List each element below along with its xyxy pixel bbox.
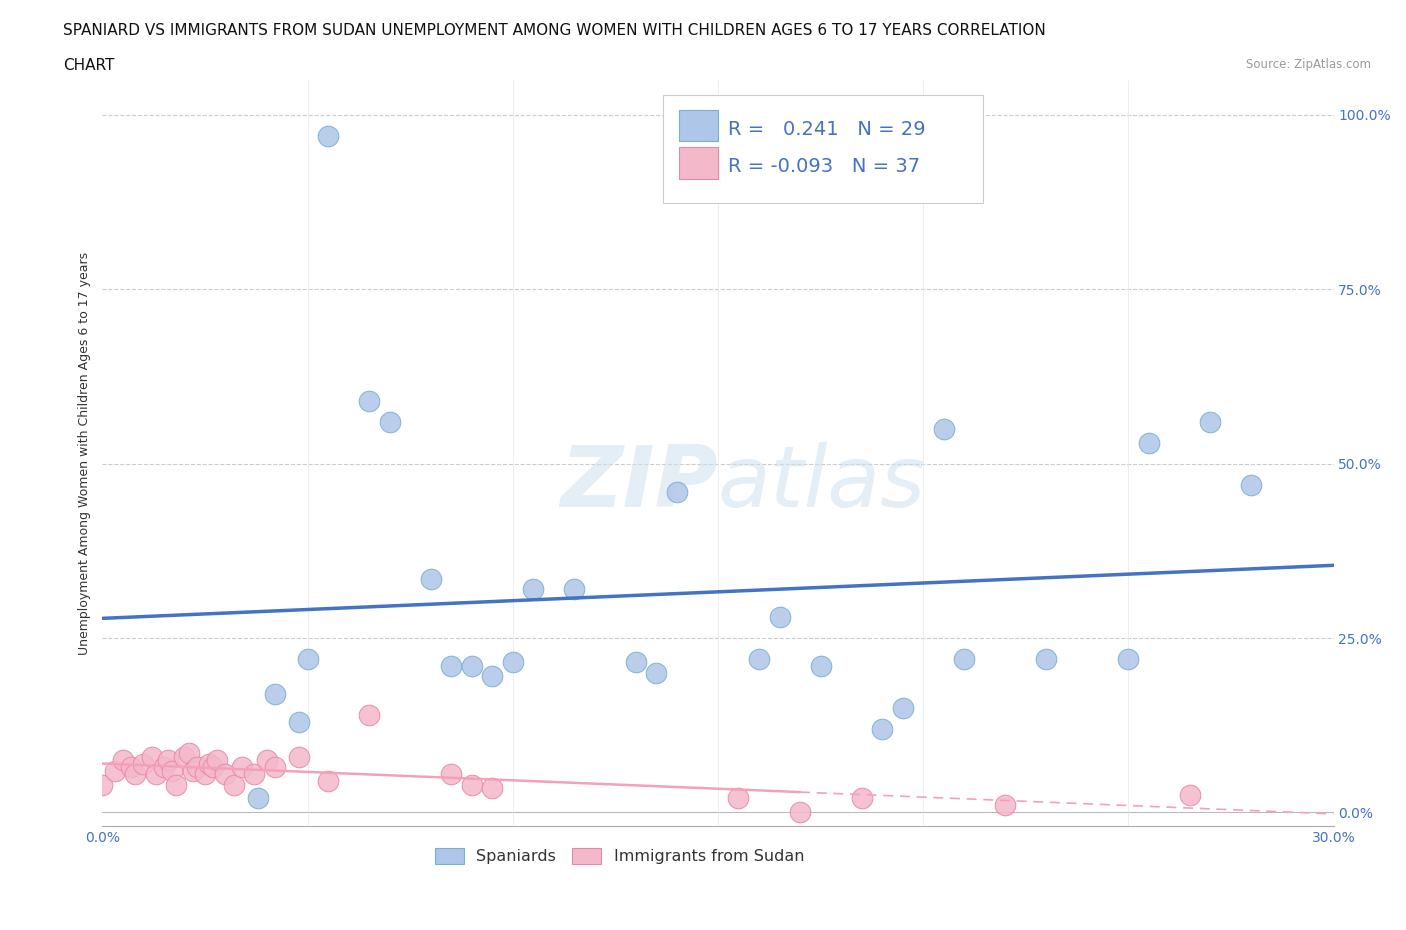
Point bbox=[481, 669, 503, 684]
Text: R = -0.093   N = 37: R = -0.093 N = 37 bbox=[728, 157, 920, 176]
Point bbox=[440, 766, 463, 781]
Point bbox=[748, 652, 770, 667]
Point bbox=[502, 655, 524, 670]
Point bbox=[263, 760, 285, 775]
FancyBboxPatch shape bbox=[679, 147, 718, 179]
Point bbox=[194, 766, 217, 781]
Point bbox=[645, 666, 668, 681]
Point bbox=[359, 393, 381, 408]
Text: atlas: atlas bbox=[718, 442, 927, 525]
Point bbox=[562, 582, 585, 597]
Point bbox=[891, 700, 914, 715]
Point bbox=[1035, 652, 1057, 667]
Point bbox=[111, 752, 134, 767]
Point bbox=[481, 780, 503, 795]
Point bbox=[165, 777, 187, 792]
Point bbox=[214, 766, 236, 781]
FancyBboxPatch shape bbox=[679, 110, 718, 141]
Text: Source: ZipAtlas.com: Source: ZipAtlas.com bbox=[1246, 58, 1371, 71]
Point bbox=[522, 582, 544, 597]
Point bbox=[1137, 435, 1160, 450]
Point bbox=[870, 722, 893, 737]
Text: CHART: CHART bbox=[63, 58, 115, 73]
Point bbox=[994, 798, 1017, 813]
Point bbox=[851, 791, 873, 806]
Point bbox=[810, 658, 832, 673]
Point bbox=[132, 756, 155, 771]
Point bbox=[207, 752, 229, 767]
Point bbox=[1240, 477, 1263, 492]
Point bbox=[789, 805, 811, 820]
Point bbox=[288, 714, 311, 729]
Text: R =   0.241   N = 29: R = 0.241 N = 29 bbox=[728, 120, 925, 139]
Point bbox=[160, 764, 183, 778]
Legend: Spaniards, Immigrants from Sudan: Spaniards, Immigrants from Sudan bbox=[429, 842, 810, 870]
Point bbox=[173, 750, 195, 764]
Point bbox=[665, 485, 688, 499]
Point bbox=[953, 652, 976, 667]
Point bbox=[263, 686, 285, 701]
Point bbox=[316, 774, 339, 789]
Point bbox=[1118, 652, 1140, 667]
Point bbox=[378, 415, 401, 430]
Point bbox=[419, 571, 441, 586]
Point bbox=[91, 777, 114, 792]
Point bbox=[297, 652, 319, 667]
Point bbox=[440, 658, 463, 673]
Point bbox=[186, 760, 208, 775]
Point bbox=[181, 764, 204, 778]
Point bbox=[624, 655, 647, 670]
Point bbox=[1199, 415, 1222, 430]
Y-axis label: Unemployment Among Women with Children Ages 6 to 17 years: Unemployment Among Women with Children A… bbox=[79, 252, 91, 655]
Text: SPANIARD VS IMMIGRANTS FROM SUDAN UNEMPLOYMENT AMONG WOMEN WITH CHILDREN AGES 6 : SPANIARD VS IMMIGRANTS FROM SUDAN UNEMPL… bbox=[63, 23, 1046, 38]
Point bbox=[145, 766, 167, 781]
Point bbox=[157, 752, 180, 767]
Point bbox=[198, 756, 221, 771]
Point bbox=[359, 708, 381, 723]
Point bbox=[222, 777, 245, 792]
Text: ZIP: ZIP bbox=[561, 442, 718, 525]
Point bbox=[256, 752, 278, 767]
Point bbox=[202, 760, 225, 775]
Point bbox=[932, 421, 955, 436]
Point bbox=[243, 766, 266, 781]
Point bbox=[177, 746, 200, 761]
Point bbox=[288, 750, 311, 764]
FancyBboxPatch shape bbox=[662, 95, 983, 204]
Point bbox=[231, 760, 253, 775]
Point bbox=[461, 658, 484, 673]
Point bbox=[124, 766, 146, 781]
Point bbox=[1178, 788, 1201, 803]
Point bbox=[727, 791, 749, 806]
Point bbox=[104, 764, 127, 778]
Point bbox=[461, 777, 484, 792]
Point bbox=[316, 128, 339, 143]
Point bbox=[153, 760, 176, 775]
Point bbox=[768, 610, 790, 625]
Point bbox=[141, 750, 163, 764]
Point bbox=[247, 791, 270, 806]
Point bbox=[120, 760, 142, 775]
